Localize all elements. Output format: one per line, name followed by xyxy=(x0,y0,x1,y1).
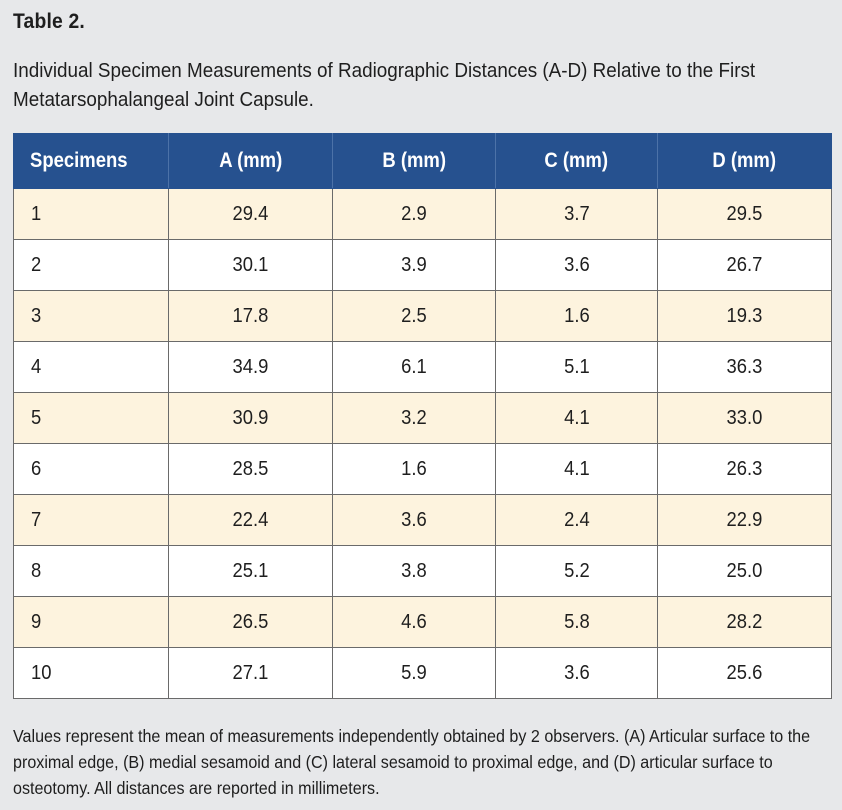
cell-specimen: 6 xyxy=(13,443,169,495)
cell-b: 3.6 xyxy=(332,494,496,546)
table-row: 5 30.9 3.2 4.1 33.0 xyxy=(13,392,832,444)
cell-a: 17.8 xyxy=(168,290,333,342)
cell-a: 30.1 xyxy=(168,239,333,291)
cell-d: 26.7 xyxy=(657,239,832,291)
cell-b: 3.2 xyxy=(332,392,496,444)
cell-c: 4.1 xyxy=(495,443,658,495)
cell-d: 25.0 xyxy=(657,545,832,597)
cell-specimen: 3 xyxy=(13,290,169,342)
cell-c: 5.2 xyxy=(495,545,658,597)
cell-d: 33.0 xyxy=(657,392,832,444)
cell-a: 26.5 xyxy=(168,596,333,648)
column-header-d: D (mm) xyxy=(657,133,832,189)
cell-specimen: 10 xyxy=(13,647,169,699)
cell-a: 30.9 xyxy=(168,392,333,444)
table-row: 4 34.9 6.1 5.1 36.3 xyxy=(13,341,832,393)
cell-specimen: 5 xyxy=(13,392,169,444)
table-row: 1 29.4 2.9 3.7 29.5 xyxy=(13,188,832,240)
table-row: 9 26.5 4.6 5.8 28.2 xyxy=(13,596,832,648)
cell-d: 19.3 xyxy=(657,290,832,342)
cell-d: 28.2 xyxy=(657,596,832,648)
cell-b: 1.6 xyxy=(332,443,496,495)
cell-b: 5.9 xyxy=(332,647,496,699)
cell-a: 27.1 xyxy=(168,647,333,699)
column-header-a: A (mm) xyxy=(168,133,333,189)
table-label: Table 2. xyxy=(13,10,85,33)
table-body: 1 29.4 2.9 3.7 29.5 2 30.1 3.9 3.6 26.7 3 17.8 2.5 1.… xyxy=(13,188,832,699)
cell-d: 26.3 xyxy=(657,443,832,495)
table-row: 10 27.1 5.9 3.6 25.6 xyxy=(13,647,832,699)
cell-d: 22.9 xyxy=(657,494,832,546)
cell-b: 6.1 xyxy=(332,341,496,393)
table-caption: Individual Specimen Measurements of Radi… xyxy=(13,59,756,111)
cell-a: 28.5 xyxy=(168,443,333,495)
cell-c: 3.7 xyxy=(495,188,658,240)
cell-d: 36.3 xyxy=(657,341,832,393)
cell-d: 29.5 xyxy=(657,188,832,240)
cell-a: 34.9 xyxy=(168,341,333,393)
cell-c: 3.6 xyxy=(495,647,658,699)
cell-c: 5.1 xyxy=(495,341,658,393)
table-row: 3 17.8 2.5 1.6 19.3 xyxy=(13,290,832,342)
cell-a: 29.4 xyxy=(168,188,333,240)
cell-a: 22.4 xyxy=(168,494,333,546)
cell-specimen: 8 xyxy=(13,545,169,597)
table-row: 6 28.5 1.6 4.1 26.3 xyxy=(13,443,832,495)
cell-specimen: 4 xyxy=(13,341,169,393)
table-header-row: Specimens A (mm) B (mm) C (mm) D (mm) xyxy=(13,133,832,189)
cell-c: 5.8 xyxy=(495,596,658,648)
column-header-b: B (mm) xyxy=(332,133,496,189)
column-header-specimens: Specimens xyxy=(13,133,169,189)
cell-c: 1.6 xyxy=(495,290,658,342)
cell-specimen: 7 xyxy=(13,494,169,546)
cell-b: 2.9 xyxy=(332,188,496,240)
table-footnote: Values represent the mean of measurement… xyxy=(13,726,811,798)
cell-b: 3.8 xyxy=(332,545,496,597)
cell-specimen: 2 xyxy=(13,239,169,291)
table-row: 8 25.1 3.8 5.2 25.0 xyxy=(13,545,832,597)
cell-c: 2.4 xyxy=(495,494,658,546)
cell-d: 25.6 xyxy=(657,647,832,699)
cell-b: 3.9 xyxy=(332,239,496,291)
column-header-c: C (mm) xyxy=(495,133,658,189)
table-row: 2 30.1 3.9 3.6 26.7 xyxy=(13,239,832,291)
cell-b: 2.5 xyxy=(332,290,496,342)
cell-c: 4.1 xyxy=(495,392,658,444)
cell-b: 4.6 xyxy=(332,596,496,648)
cell-c: 3.6 xyxy=(495,239,658,291)
cell-specimen: 9 xyxy=(13,596,169,648)
table-row: 7 22.4 3.6 2.4 22.9 xyxy=(13,494,832,546)
cell-a: 25.1 xyxy=(168,545,333,597)
cell-specimen: 1 xyxy=(13,188,169,240)
